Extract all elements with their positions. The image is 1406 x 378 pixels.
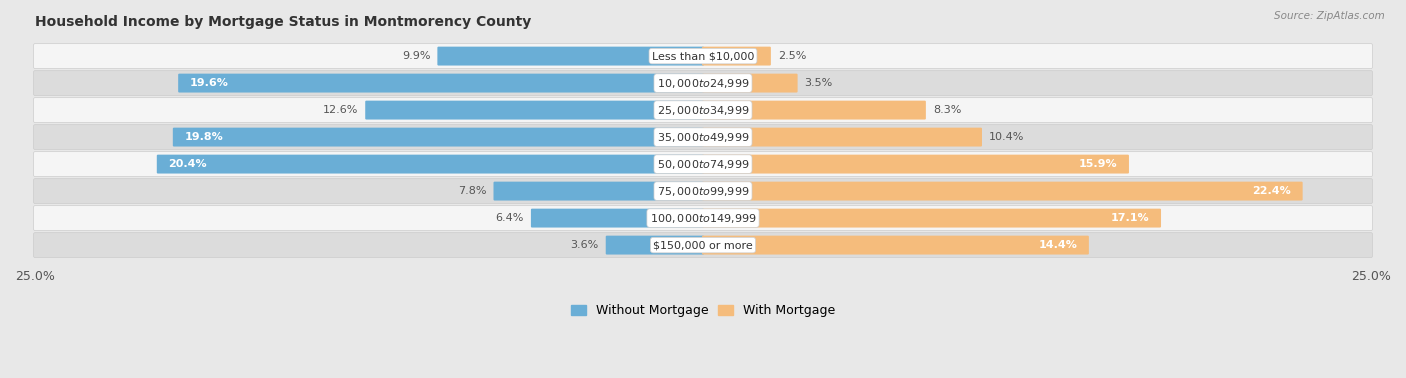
Text: 15.9%: 15.9% <box>1078 159 1118 169</box>
Legend: Without Mortgage, With Mortgage: Without Mortgage, With Mortgage <box>571 304 835 317</box>
Text: 17.1%: 17.1% <box>1111 213 1149 223</box>
Text: $150,000 or more: $150,000 or more <box>654 240 752 250</box>
FancyBboxPatch shape <box>702 235 1088 254</box>
Text: $100,000 to $149,999: $100,000 to $149,999 <box>650 212 756 225</box>
Text: 19.8%: 19.8% <box>184 132 224 142</box>
FancyBboxPatch shape <box>702 101 927 119</box>
Text: $75,000 to $99,999: $75,000 to $99,999 <box>657 184 749 198</box>
Text: 8.3%: 8.3% <box>932 105 962 115</box>
FancyBboxPatch shape <box>34 152 1372 177</box>
Text: 9.9%: 9.9% <box>402 51 430 61</box>
FancyBboxPatch shape <box>173 128 704 147</box>
FancyBboxPatch shape <box>531 209 704 228</box>
Text: Household Income by Mortgage Status in Montmorency County: Household Income by Mortgage Status in M… <box>35 15 531 29</box>
Text: $10,000 to $24,999: $10,000 to $24,999 <box>657 77 749 90</box>
Text: Source: ZipAtlas.com: Source: ZipAtlas.com <box>1274 11 1385 21</box>
Text: 7.8%: 7.8% <box>458 186 486 196</box>
FancyBboxPatch shape <box>366 101 704 119</box>
FancyBboxPatch shape <box>34 206 1372 231</box>
Text: $50,000 to $74,999: $50,000 to $74,999 <box>657 158 749 170</box>
FancyBboxPatch shape <box>702 46 770 65</box>
Text: 3.5%: 3.5% <box>804 78 832 88</box>
Text: $25,000 to $34,999: $25,000 to $34,999 <box>657 104 749 116</box>
Text: 10.4%: 10.4% <box>988 132 1025 142</box>
FancyBboxPatch shape <box>34 71 1372 96</box>
Text: 19.6%: 19.6% <box>190 78 229 88</box>
FancyBboxPatch shape <box>702 74 797 93</box>
FancyBboxPatch shape <box>702 155 1129 174</box>
Text: 14.4%: 14.4% <box>1038 240 1077 250</box>
FancyBboxPatch shape <box>34 179 1372 203</box>
FancyBboxPatch shape <box>702 128 981 147</box>
FancyBboxPatch shape <box>34 233 1372 257</box>
FancyBboxPatch shape <box>702 182 1302 201</box>
Text: 12.6%: 12.6% <box>323 105 359 115</box>
Text: 22.4%: 22.4% <box>1253 186 1291 196</box>
FancyBboxPatch shape <box>494 182 704 201</box>
FancyBboxPatch shape <box>157 155 704 174</box>
FancyBboxPatch shape <box>702 209 1161 228</box>
Text: 2.5%: 2.5% <box>778 51 806 61</box>
FancyBboxPatch shape <box>34 44 1372 68</box>
FancyBboxPatch shape <box>34 98 1372 122</box>
Text: 3.6%: 3.6% <box>571 240 599 250</box>
Text: 6.4%: 6.4% <box>495 213 524 223</box>
FancyBboxPatch shape <box>606 235 704 254</box>
Text: $35,000 to $49,999: $35,000 to $49,999 <box>657 130 749 144</box>
FancyBboxPatch shape <box>437 46 704 65</box>
FancyBboxPatch shape <box>179 74 704 93</box>
Text: 20.4%: 20.4% <box>169 159 207 169</box>
FancyBboxPatch shape <box>34 125 1372 150</box>
Text: Less than $10,000: Less than $10,000 <box>652 51 754 61</box>
